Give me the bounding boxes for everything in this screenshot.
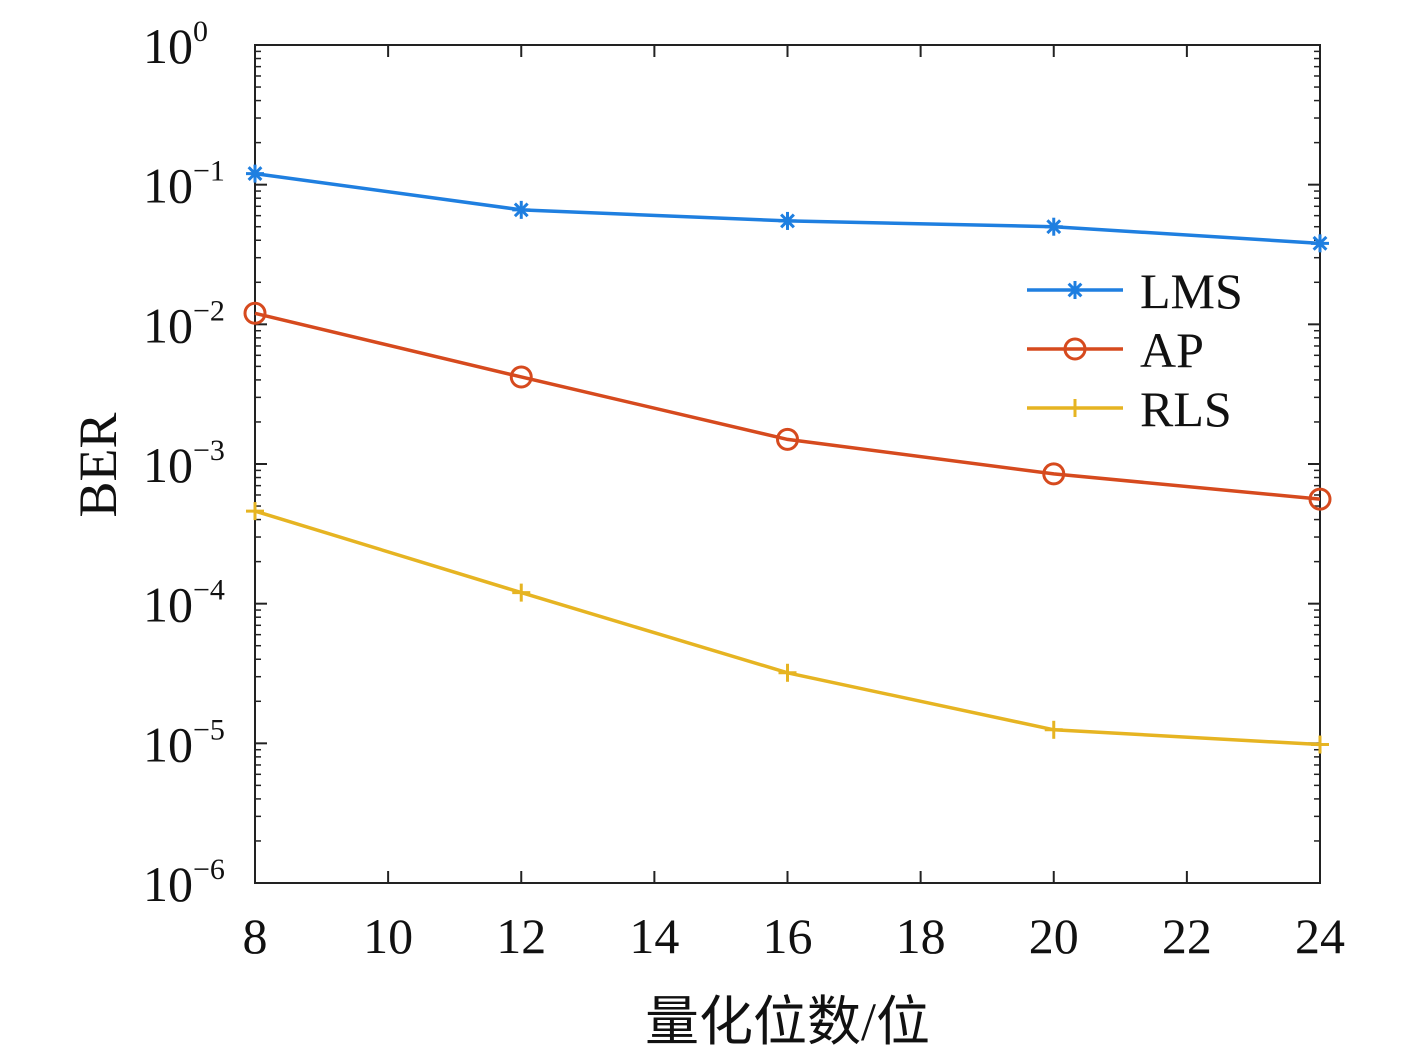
lms-point xyxy=(1311,234,1329,253)
rls-point xyxy=(512,583,531,602)
legend-label-rls: RLS xyxy=(1140,381,1232,437)
lms-point-spoke xyxy=(1046,219,1062,235)
ap-line xyxy=(254,311,1321,501)
lms-line xyxy=(254,171,1321,246)
x-tick-label: 16 xyxy=(763,908,813,964)
series-layer xyxy=(243,164,1332,754)
lms-point xyxy=(1044,217,1063,236)
rls-point xyxy=(778,663,797,682)
lms-point-spoke xyxy=(513,202,529,218)
y-tick-label: 10−3 xyxy=(143,434,225,493)
x-tick-label: 8 xyxy=(243,908,268,964)
x-tick-label: 14 xyxy=(629,908,679,964)
lms-point-spoke xyxy=(247,166,263,182)
y-tick-label: 10−5 xyxy=(143,713,225,772)
rls-line xyxy=(254,509,1321,747)
ap-point xyxy=(243,301,267,325)
ap-point xyxy=(1042,462,1066,486)
ticks: 8 10 12 14 16 18 20 22 24 100 10−1 10−2 10−3 10−4 10−5… xyxy=(143,15,1345,964)
legend-label-ap: AP xyxy=(1140,322,1204,378)
rls-point xyxy=(246,502,264,521)
ap-point xyxy=(776,427,799,451)
x-tick-label: 20 xyxy=(1029,908,1079,964)
plot-area-border xyxy=(254,44,1321,884)
lms-point-spoke xyxy=(780,213,795,229)
legend-marker-lms xyxy=(1066,281,1084,299)
legend-marker-ap xyxy=(1063,337,1087,361)
lms-point xyxy=(778,211,797,230)
y-tick-label: 10−2 xyxy=(143,294,225,353)
x-axis-label: 量化位数/位 xyxy=(645,992,930,1052)
y-tick-label: 100 xyxy=(143,15,208,74)
y-tick-label: 10−1 xyxy=(143,155,225,214)
lms-point xyxy=(512,200,531,219)
rls-point xyxy=(1311,735,1329,754)
legend-label-lms: LMS xyxy=(1140,263,1243,319)
x-tick-label: 18 xyxy=(896,908,946,964)
ap-point xyxy=(1308,487,1332,511)
ap-point xyxy=(509,365,533,389)
x-tick-label: 12 xyxy=(496,908,546,964)
y-axis-label: BER xyxy=(68,412,128,517)
axes-frame xyxy=(254,44,1321,884)
y-tick-label: 10−4 xyxy=(143,574,225,633)
lms-point-spoke xyxy=(1312,235,1328,251)
legend-marker-rls xyxy=(1066,399,1084,417)
legend-marker-lms-spoke xyxy=(1067,282,1083,298)
y-tick-label: 10−6 xyxy=(143,853,225,912)
x-tick-label: 24 xyxy=(1295,908,1345,964)
rls-point xyxy=(1044,720,1063,739)
lms-point xyxy=(246,164,264,183)
x-tick-label: 22 xyxy=(1162,908,1212,964)
x-tick-label: 10 xyxy=(363,908,413,964)
